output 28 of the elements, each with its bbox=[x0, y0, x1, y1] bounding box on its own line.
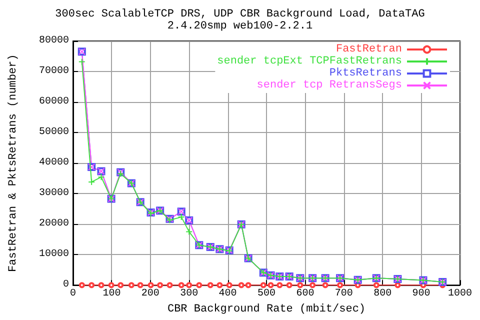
x-tick-label: 100 bbox=[102, 288, 121, 300]
y-tick-label: 30000 bbox=[38, 188, 69, 200]
x-tick-label: 1000 bbox=[448, 288, 472, 300]
y-tick-label: 40000 bbox=[38, 158, 69, 169]
y-tick-label: 60000 bbox=[38, 96, 69, 108]
chart-subtitle: 2.4.20smp web100-2.2.1 bbox=[167, 20, 314, 32]
y-tick-label: 80000 bbox=[38, 36, 69, 46]
x-tick-label: 800 bbox=[374, 288, 392, 300]
y-tick-label: 10000 bbox=[38, 249, 69, 260]
y-tick-label: 70000 bbox=[38, 66, 69, 78]
y-tick-label: 0 bbox=[62, 280, 69, 291]
x-tick-label: 500 bbox=[257, 288, 276, 300]
x-tick-label: 200 bbox=[141, 288, 160, 300]
legend-label: sender tcp RetransSegs bbox=[256, 80, 402, 92]
y-tick-label: 20000 bbox=[38, 218, 69, 230]
y-axis-title: FastRetran & PktsRetrans (number) bbox=[8, 54, 20, 272]
x-tick-label: 0 bbox=[70, 288, 76, 300]
x-tick-label: 700 bbox=[334, 288, 353, 300]
x-tick-label: 400 bbox=[218, 288, 237, 300]
x-tick-label: 900 bbox=[412, 288, 430, 300]
y-tick-label: 50000 bbox=[38, 127, 69, 138]
x-tick-label: 300 bbox=[180, 288, 198, 300]
legend-label: FastRetran bbox=[336, 44, 402, 56]
chart-title: 300sec ScalableTCP DRS, UDP CBR Background Load, DataTAG bbox=[55, 8, 425, 20]
legend-label: sender tcpExt TCPFastRetrans bbox=[217, 56, 402, 68]
legend-label: PktsRetrans bbox=[329, 68, 402, 80]
x-axis-title: CBR Background Rate (mbit/sec) bbox=[167, 304, 366, 316]
x-tick-label: 600 bbox=[296, 288, 314, 300]
